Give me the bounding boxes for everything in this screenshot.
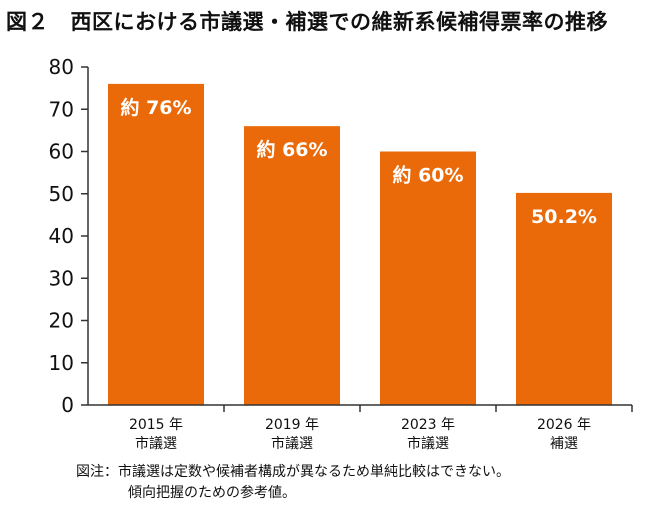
- bar: [380, 151, 476, 405]
- data-label: 約 60%: [392, 164, 463, 187]
- x-tick-label: 市議選: [135, 435, 177, 452]
- y-tick-label: 10: [49, 351, 74, 375]
- x-tick-label: 市議選: [271, 435, 313, 452]
- y-tick-label: 40: [49, 224, 74, 248]
- bar: [108, 83, 204, 406]
- note-line-1: 図注：市議選は定数や候補者構成が異なるため単純比較はできない。: [76, 464, 510, 480]
- y-tick-label: 70: [49, 97, 74, 121]
- bars: 約 76% 約 66% 約 60% 50.2%: [108, 83, 612, 406]
- bar-chart: 0 10 20 30 40 50 60 70 80 約 76% 約 66% 約 60% 50.2% 2…: [49, 55, 633, 452]
- y-tick-label: 60: [49, 140, 74, 164]
- y-tick-label: 20: [49, 309, 74, 333]
- chart-title: 図２ 西区における市議選・補選での維新系候補得票率の推移: [6, 10, 608, 34]
- data-label: 約 76%: [120, 96, 191, 119]
- x-tick-label: 市議選: [407, 435, 449, 452]
- data-label: 約 66%: [256, 138, 327, 161]
- bar: [244, 126, 340, 406]
- y-tick-label: 30: [49, 266, 74, 290]
- bar: [516, 192, 612, 405]
- x-tick-label: 2026 年: [537, 417, 591, 433]
- x-tick-label: 2019 年: [265, 417, 319, 433]
- note-line-2: 傾向把握のための参考値。: [128, 485, 296, 501]
- data-label: 50.2%: [531, 206, 597, 228]
- x-tick-label: 補選: [550, 436, 578, 452]
- y-tick-label: 80: [49, 55, 74, 79]
- y-tick-label: 50: [49, 182, 74, 206]
- chart-note: 図注：市議選は定数や候補者構成が異なるため単純比較はできない。 傾向把握のための…: [76, 462, 510, 504]
- x-tick-label: 2015 年: [129, 417, 183, 433]
- x-tick-label: 2023 年: [401, 417, 455, 433]
- y-axis: 0 10 20 30 40 50 60 70 80: [49, 55, 89, 417]
- y-tick-label: 0: [61, 393, 74, 417]
